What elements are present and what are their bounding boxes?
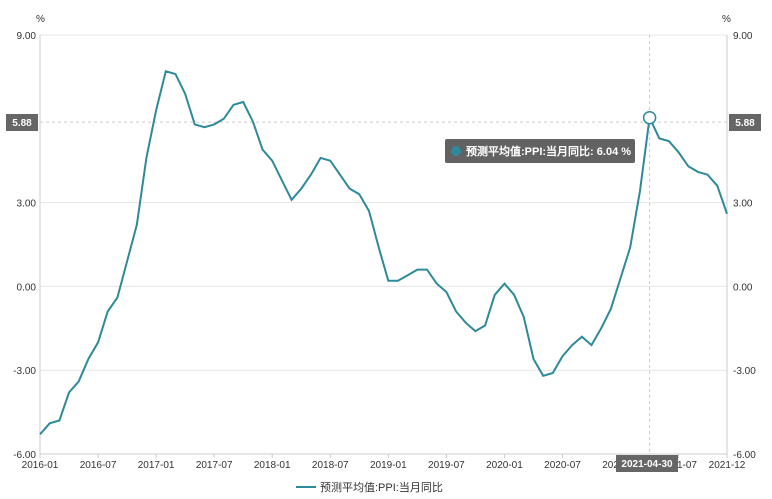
x-tick-label: 2017-01 — [138, 460, 175, 471]
x-tick-label: 2016-01 — [22, 460, 59, 471]
x-tick-label: 2019-01 — [370, 460, 407, 471]
y-tick-labels-right: 9.00 3.00 0.00 -3.00 -6.00 — [733, 31, 756, 461]
crosshair-date-badge-text: 2021-04-30 — [621, 459, 673, 470]
reference-badge-right: 5.88 — [729, 114, 761, 131]
reference-badge-left-text: 5.88 — [12, 118, 32, 129]
right-unit: % — [722, 14, 731, 25]
series-line — [39, 70, 728, 436]
y-tick-label-left: -6.00 — [13, 450, 36, 461]
reference-badge-left-bg — [6, 114, 38, 131]
y-tick-labels-left: 9.00 3.00 0.00 -3.00 -6.00 — [13, 31, 36, 461]
x-tick-label: 2017-07 — [196, 460, 233, 471]
y-tick-label-right: 0.00 — [733, 282, 753, 293]
y-tick-label-left: 3.00 — [17, 199, 37, 210]
legend-label: 预测平均值:PPI:当月同比 — [320, 480, 443, 494]
tooltip-text: 预测平均值:PPI:当月同比: 6.04 % — [466, 144, 631, 158]
x-tick-label: 2019-07 — [428, 460, 465, 471]
series-points — [39, 71, 728, 435]
x-tick-label: 2020-01 — [486, 460, 523, 471]
x-tick-label: 2016-07 — [80, 460, 117, 471]
y-tick-label-left: 9.00 — [17, 31, 37, 42]
reference-badge-right-text: 5.88 — [735, 118, 755, 129]
reference-badge-left: 5.88 — [6, 114, 38, 131]
y-tick-label-left: 0.00 — [17, 282, 37, 293]
y-tick-label-left: -3.00 — [13, 366, 36, 377]
y-tick-label-right: 9.00 — [733, 31, 753, 42]
y-tick-label-right: -3.00 — [733, 366, 756, 377]
y-tick-label-right: -6.00 — [733, 450, 756, 461]
x-tick-label: 2020-07 — [544, 460, 581, 471]
tooltip: 预测平均值:PPI:当月同比: 6.04 % — [445, 139, 635, 163]
highlight-marker[interactable] — [642, 110, 657, 125]
left-unit: % — [36, 14, 45, 25]
reference-badge-right-bg — [729, 114, 761, 131]
x-tick-label: 2018-01 — [254, 460, 291, 471]
tooltip-bg — [445, 139, 635, 163]
x-tick-label: 2018-07 — [312, 460, 349, 471]
x-tick-label: 2021-07 — [660, 460, 697, 471]
y-tick-label-right: 3.00 — [733, 199, 753, 210]
gridlines — [40, 34, 727, 455]
x-tick-label: 2021-12 — [709, 460, 746, 471]
legend[interactable]: 预测平均值:PPI:当月同比 — [296, 480, 443, 494]
crosshair-date-badge-bg — [616, 455, 678, 472]
crosshair-date-badge: 2021-04-30 — [616, 455, 678, 472]
tooltip-series-dot — [451, 146, 461, 156]
